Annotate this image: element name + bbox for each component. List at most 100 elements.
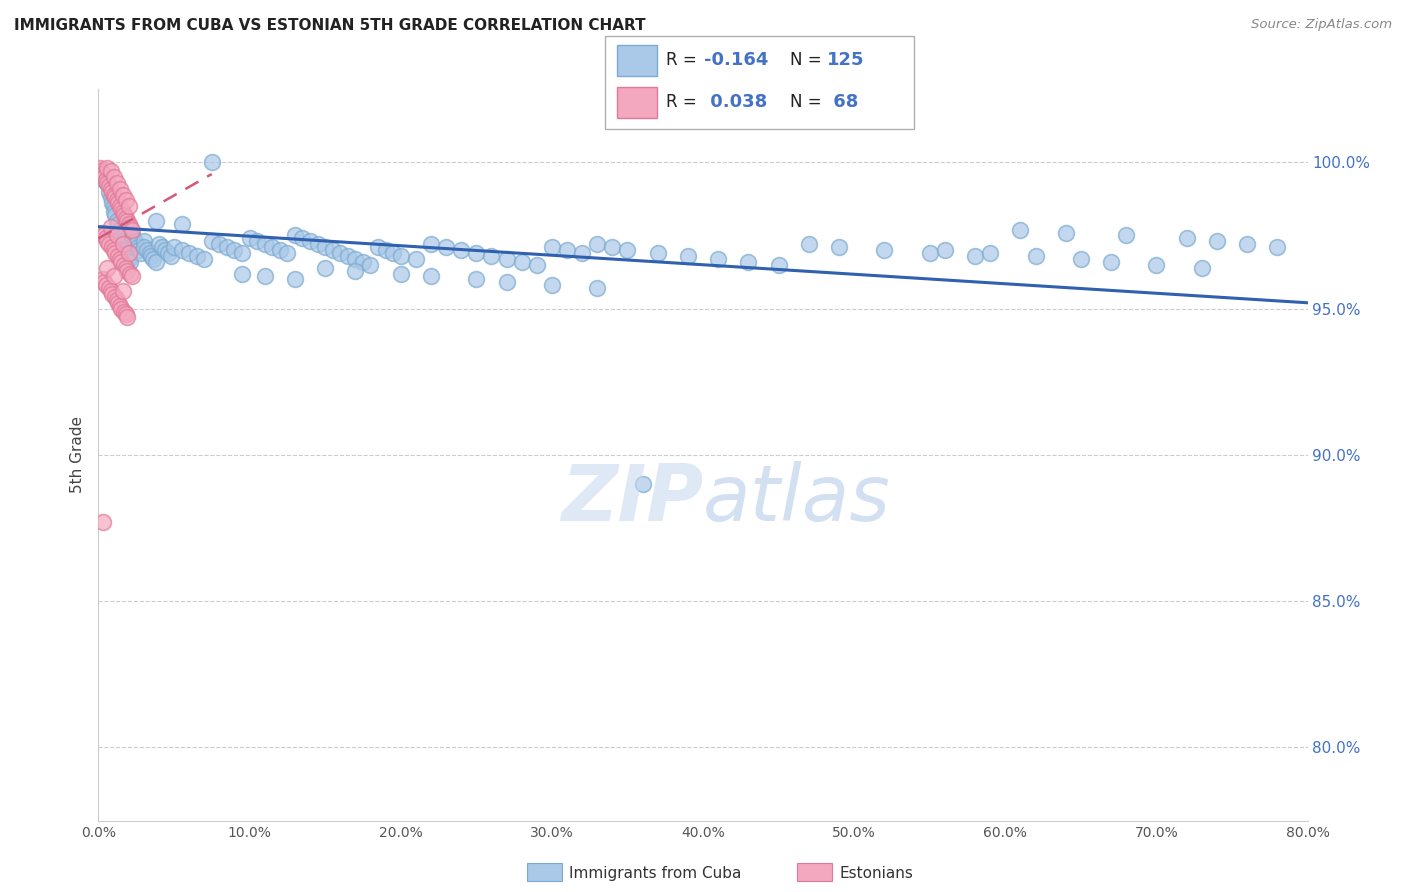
Point	[163, 240, 186, 254]
Point	[314, 240, 336, 254]
Point	[105, 228, 128, 243]
Point	[115, 263, 138, 277]
Point	[156, 246, 179, 260]
Point	[90, 167, 112, 181]
Text: N =: N =	[790, 93, 827, 112]
Point	[555, 243, 578, 257]
Point	[118, 199, 141, 213]
Point	[114, 211, 136, 225]
Point	[135, 243, 157, 257]
Point	[96, 260, 118, 275]
Point	[571, 246, 593, 260]
Point	[105, 194, 128, 208]
Point	[118, 252, 141, 266]
Point	[118, 217, 141, 231]
Point	[1175, 231, 1198, 245]
Text: -0.164: -0.164	[703, 51, 768, 69]
Point	[405, 252, 427, 266]
Point	[98, 185, 121, 199]
Point	[179, 246, 201, 260]
Point	[631, 477, 654, 491]
Point	[873, 243, 896, 257]
Point	[120, 255, 142, 269]
Point	[103, 205, 125, 219]
Point	[103, 199, 125, 213]
Point	[1115, 228, 1137, 243]
Point	[114, 260, 136, 275]
Point	[239, 231, 262, 245]
Point	[129, 246, 152, 260]
Point	[367, 240, 389, 254]
Point	[153, 243, 176, 257]
Point	[101, 185, 124, 199]
Text: 125: 125	[827, 51, 865, 69]
Point	[103, 243, 125, 257]
Point	[124, 235, 146, 249]
Point	[145, 214, 167, 228]
Point	[112, 304, 135, 318]
Point	[262, 240, 284, 254]
Point	[111, 237, 134, 252]
Point	[231, 246, 253, 260]
Text: R =: R =	[666, 51, 703, 69]
Point	[120, 219, 142, 234]
FancyBboxPatch shape	[617, 87, 657, 118]
Point	[111, 187, 134, 202]
Point	[150, 240, 173, 254]
Point	[93, 169, 115, 184]
Point	[105, 214, 128, 228]
Point	[114, 308, 136, 322]
Y-axis label: 5th Grade: 5th Grade	[70, 417, 86, 493]
Point	[93, 275, 115, 289]
Point	[389, 267, 412, 281]
Point	[314, 260, 336, 275]
Point	[101, 240, 124, 254]
Point	[540, 278, 562, 293]
Point	[96, 235, 118, 249]
Point	[291, 231, 314, 245]
Point	[93, 228, 115, 243]
Point	[269, 243, 291, 257]
Point	[100, 219, 122, 234]
Point	[201, 235, 224, 249]
Point	[125, 237, 148, 252]
Point	[148, 237, 170, 252]
Point	[276, 246, 298, 260]
Point	[374, 243, 396, 257]
Point	[360, 258, 382, 272]
Point	[141, 249, 163, 263]
Point	[510, 255, 533, 269]
Text: Source: ZipAtlas.com: Source: ZipAtlas.com	[1251, 18, 1392, 31]
Point	[96, 176, 118, 190]
Point	[112, 258, 135, 272]
Point	[115, 310, 138, 325]
Text: IMMIGRANTS FROM CUBA VS ESTONIAN 5TH GRADE CORRELATION CHART: IMMIGRANTS FROM CUBA VS ESTONIAN 5TH GRA…	[14, 18, 645, 33]
Point	[284, 272, 307, 286]
Point	[828, 240, 851, 254]
Point	[98, 178, 121, 193]
Point	[104, 246, 127, 260]
Point	[526, 258, 548, 272]
Point	[115, 214, 138, 228]
Point	[98, 281, 121, 295]
Point	[389, 249, 412, 263]
Point	[111, 284, 134, 298]
Point	[344, 263, 367, 277]
Point	[93, 173, 115, 187]
Point	[121, 222, 143, 236]
Text: 0.038: 0.038	[703, 93, 766, 112]
Point	[284, 228, 307, 243]
Point	[307, 237, 329, 252]
Point	[1070, 252, 1092, 266]
Point	[128, 243, 150, 257]
Point	[186, 249, 208, 263]
Point	[465, 272, 488, 286]
Point	[108, 252, 131, 266]
Point	[1267, 240, 1289, 254]
Point	[118, 249, 141, 263]
Point	[100, 182, 122, 196]
Point	[121, 228, 143, 243]
Point	[127, 240, 149, 254]
Point	[114, 243, 136, 257]
Point	[797, 237, 820, 252]
